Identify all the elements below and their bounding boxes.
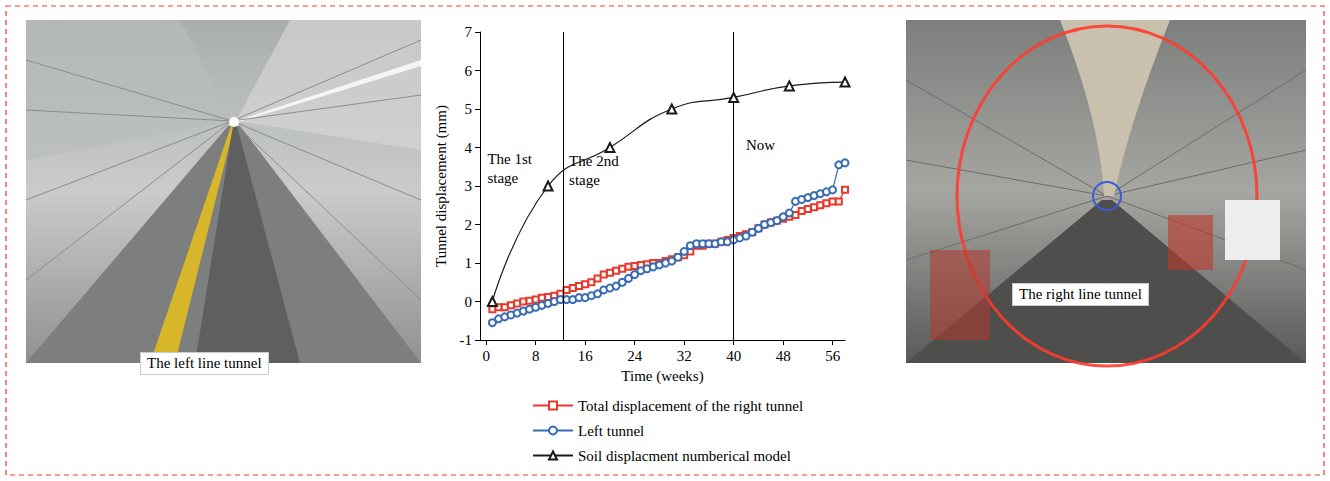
html-text:The left line tunnel: The left line tunnel — [147, 355, 262, 371]
svg-text:3: 3 — [465, 178, 473, 194]
svg-text:Now: Now — [746, 137, 775, 153]
svg-text:2: 2 — [465, 217, 473, 233]
svg-text:Soil displacment numberical mo: Soil displacment numberical model — [578, 448, 791, 464]
svg-text:8: 8 — [532, 348, 540, 364]
svg-text:5: 5 — [465, 101, 473, 117]
svg-text:6: 6 — [465, 63, 473, 79]
svg-text:24: 24 — [627, 348, 643, 364]
svg-text:56: 56 — [825, 348, 841, 364]
svg-text:4: 4 — [465, 140, 473, 156]
svg-text:1: 1 — [465, 255, 473, 271]
svg-text:stage: stage — [487, 170, 518, 186]
svg-text:0: 0 — [465, 294, 473, 310]
svg-text:Total displacement of the righ: Total displacement of the right tunnel — [578, 398, 803, 414]
svg-text:Left tunnel: Left tunnel — [578, 423, 644, 439]
svg-text:7: 7 — [465, 24, 473, 40]
svg-text:48: 48 — [776, 348, 791, 364]
svg-text:Tunnel displacement (mm): Tunnel displacement (mm) — [433, 105, 450, 267]
html-text:The right line tunnel: The right line tunnel — [1019, 286, 1142, 302]
svg-text:Time (weeks): Time (weeks) — [621, 368, 703, 385]
svg-text:The 1st: The 1st — [487, 151, 535, 167]
svg-text:32: 32 — [677, 348, 692, 364]
svg-text:0: 0 — [482, 348, 490, 364]
svg-text:The 2nd: The 2nd — [569, 153, 622, 169]
svg-text:16: 16 — [578, 348, 594, 364]
svg-text:stage: stage — [569, 172, 600, 188]
svg-text:40: 40 — [726, 348, 741, 364]
svg-text:-1: -1 — [460, 332, 473, 348]
